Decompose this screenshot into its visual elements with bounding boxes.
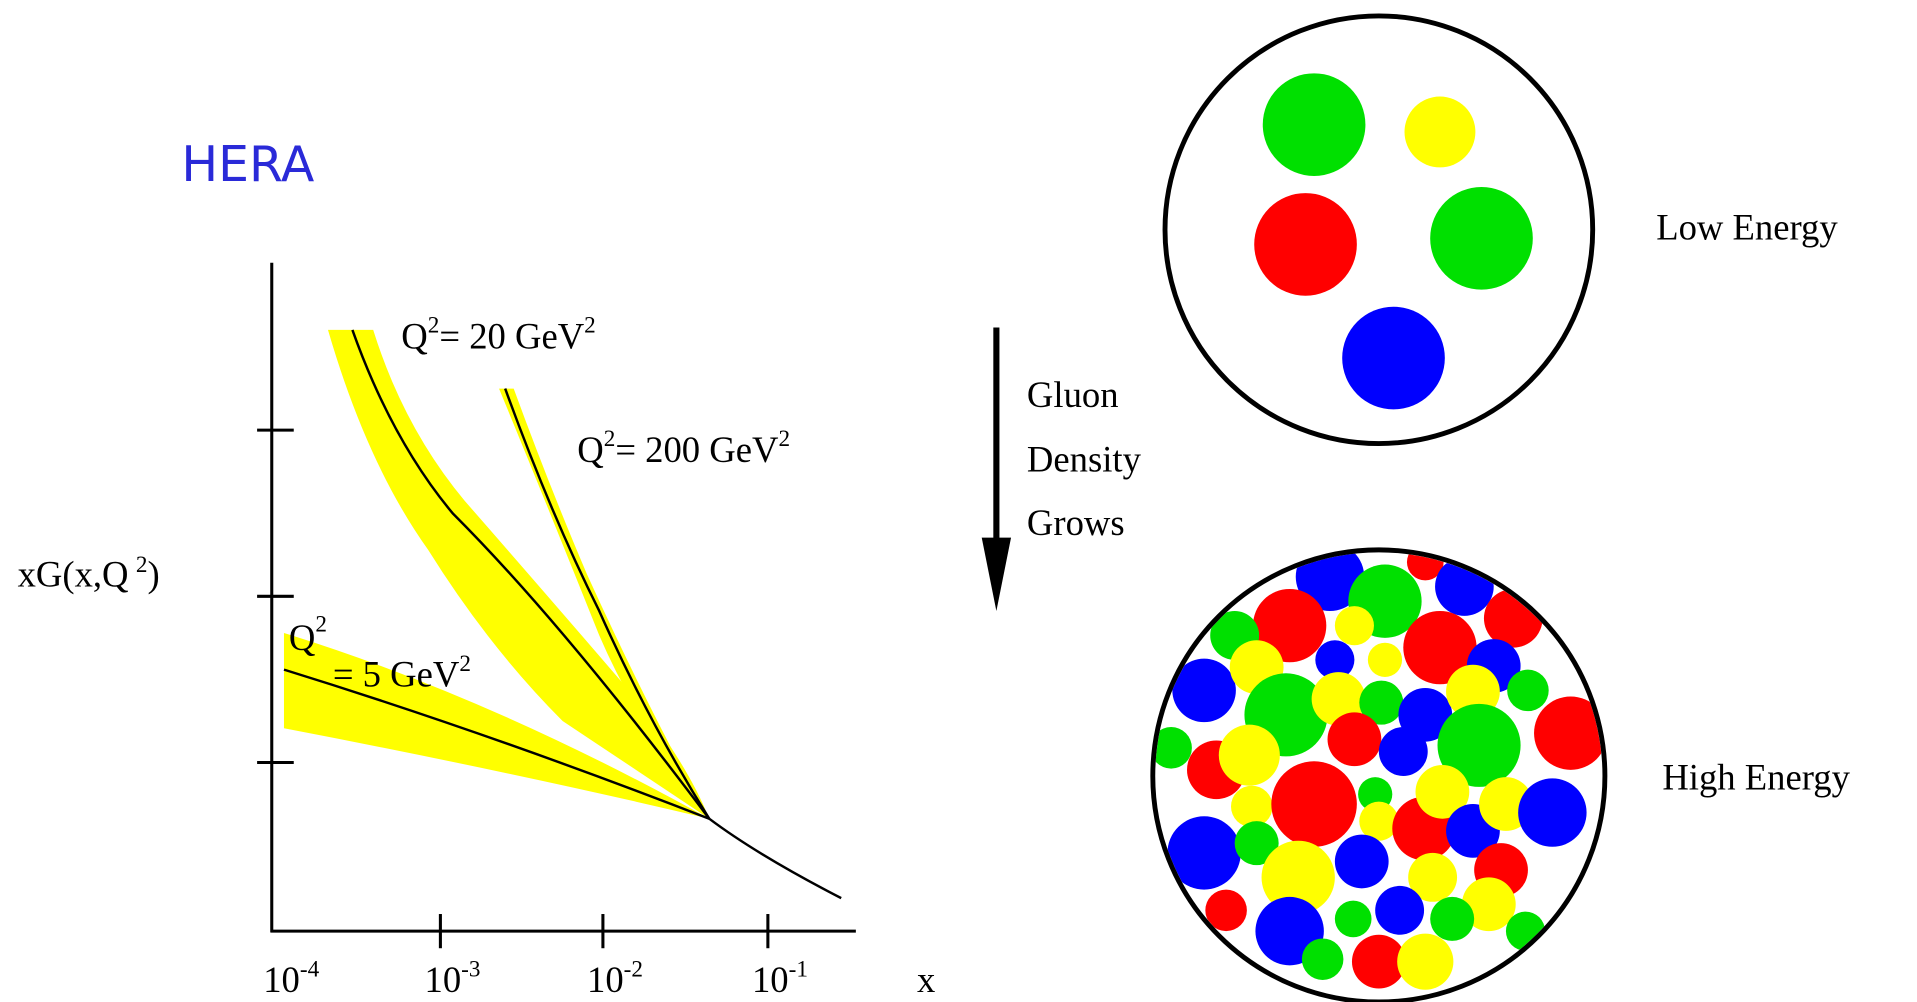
- x-tick-label: 10-3: [425, 956, 481, 1000]
- curve-label: Q2= 20 GeV2: [401, 312, 595, 356]
- arrow-text: Density: [1027, 439, 1142, 480]
- x-label: x: [917, 959, 935, 1000]
- curve-label: Q2: [289, 612, 327, 658]
- x-tick-label: 10-1: [752, 956, 808, 1000]
- curve-label: Q2= 200 GeV2: [577, 426, 790, 470]
- arrow: [981, 327, 1012, 611]
- uncertainty-bands: [283, 329, 710, 819]
- high-energy-proton: [1150, 547, 1608, 1002]
- low-energy-label: Low Energy: [1656, 207, 1838, 248]
- arrow-text: Grows: [1027, 502, 1125, 543]
- arrow-text: Gluon: [1027, 374, 1119, 415]
- x-tick-label: 10-4: [263, 956, 319, 1000]
- curve-label: = 5 GeV2: [333, 651, 471, 695]
- high-energy-label: High Energy: [1662, 756, 1850, 797]
- y-label: xG(x,Q 2): [18, 552, 160, 595]
- low-energy-proton: [1162, 13, 1596, 447]
- curves: [283, 329, 842, 900]
- title: HERA: [181, 136, 315, 193]
- axes: [257, 262, 856, 949]
- x-tick-label: 10-2: [587, 956, 643, 1000]
